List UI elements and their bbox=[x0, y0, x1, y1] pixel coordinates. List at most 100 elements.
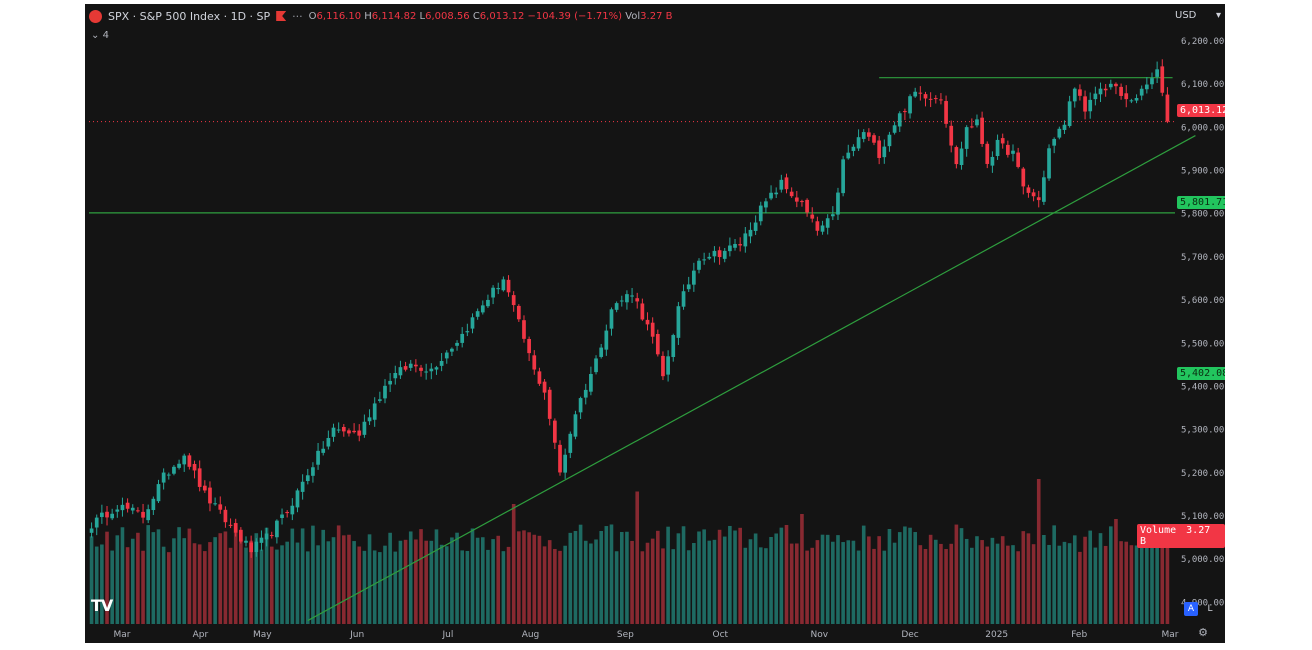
volume-bar bbox=[233, 532, 238, 624]
candle-body bbox=[1078, 89, 1082, 96]
volume-bar bbox=[923, 549, 928, 624]
tradingview-logo[interactable]: TV bbox=[91, 596, 113, 615]
candle-body bbox=[223, 509, 228, 523]
volume-bar bbox=[882, 550, 887, 624]
chart-canvas[interactable]: 6,200.00 6,100.00 6,000.00 5,900.00 5,800.00… bbox=[85, 4, 1225, 643]
volume-bar bbox=[352, 541, 356, 624]
volume-bar bbox=[208, 542, 212, 624]
candle-body bbox=[156, 484, 161, 502]
candle-body bbox=[419, 367, 423, 371]
volume-bar bbox=[1042, 534, 1046, 624]
candle-body bbox=[151, 498, 156, 511]
volume-bar bbox=[511, 504, 516, 624]
volume-bar bbox=[1047, 544, 1051, 624]
chevron-down-icon: ⌄ bbox=[91, 30, 100, 41]
candle-body bbox=[769, 192, 773, 199]
candle-body bbox=[300, 481, 305, 492]
volume-bar bbox=[872, 548, 876, 624]
candle-body bbox=[954, 147, 959, 165]
volume-bar bbox=[259, 549, 264, 624]
volume-bar bbox=[1129, 545, 1134, 624]
volume-bar bbox=[367, 534, 372, 624]
log-scale-button[interactable]: L bbox=[1207, 604, 1213, 614]
candle-body bbox=[316, 450, 320, 465]
currency-select[interactable]: USD ▾ bbox=[1175, 10, 1221, 21]
candle-body bbox=[882, 146, 887, 158]
candle-body bbox=[748, 229, 753, 237]
volume-bar bbox=[331, 537, 336, 624]
candle-body bbox=[975, 119, 979, 126]
chart-frame[interactable]: 6,200.00 6,100.00 6,000.00 5,900.00 5,800.00… bbox=[85, 4, 1225, 643]
volume-bar bbox=[403, 539, 408, 624]
volume-bar bbox=[743, 547, 748, 624]
volume-bar bbox=[748, 539, 753, 624]
candle-body bbox=[985, 143, 990, 164]
volume-bar bbox=[779, 527, 784, 624]
indicator-toggle[interactable]: ⌄ 4 bbox=[91, 30, 109, 41]
candle-body bbox=[403, 366, 408, 370]
candle-body bbox=[192, 463, 197, 471]
candle-body bbox=[872, 135, 876, 143]
candle-body bbox=[228, 524, 233, 526]
y-axis-tick-label: 5,000.00 bbox=[1181, 555, 1224, 565]
volume-bar bbox=[455, 532, 459, 624]
candle-body bbox=[625, 294, 629, 303]
auto-scale-button[interactable]: A bbox=[1184, 602, 1198, 616]
candle-body bbox=[1129, 100, 1134, 102]
candle-body bbox=[810, 214, 815, 219]
volume-bar bbox=[1134, 545, 1139, 624]
candle-body bbox=[594, 358, 598, 373]
x-axis-tick-label: May bbox=[253, 630, 272, 640]
y-axis-tick-label: 6,100.00 bbox=[1181, 80, 1224, 90]
candle-body bbox=[285, 512, 290, 514]
volume-bar bbox=[1062, 541, 1067, 624]
volume-bar bbox=[681, 526, 686, 624]
candle-body bbox=[733, 243, 737, 248]
y-axis-tick-label: 5,100.00 bbox=[1181, 512, 1224, 522]
volume-bar bbox=[506, 546, 511, 624]
volume-bar bbox=[100, 544, 104, 624]
candle-body bbox=[249, 542, 254, 553]
candle-body bbox=[1016, 152, 1020, 167]
candle-body bbox=[522, 320, 526, 339]
volume-bar bbox=[697, 531, 701, 624]
volume-bar bbox=[692, 542, 696, 624]
candle-body bbox=[1160, 66, 1165, 93]
volume-bar bbox=[161, 546, 166, 624]
candle-body bbox=[444, 352, 449, 359]
volume-bar bbox=[342, 535, 346, 624]
volume-bar bbox=[815, 540, 820, 624]
candle-body bbox=[815, 221, 820, 231]
candle-body bbox=[1165, 94, 1170, 122]
volume-bar bbox=[115, 535, 120, 624]
candle-body bbox=[661, 355, 665, 377]
candle-body bbox=[609, 309, 614, 329]
settings-gear-icon[interactable]: ⚙ bbox=[1198, 626, 1208, 639]
volume-bar bbox=[542, 546, 547, 624]
more-options-icon[interactable]: ··· bbox=[292, 9, 303, 23]
candle-body bbox=[239, 529, 243, 542]
candle-body bbox=[187, 455, 192, 467]
volume-bar bbox=[964, 538, 969, 624]
x-axis-tick-label: Jun bbox=[349, 630, 364, 640]
volume-bar bbox=[666, 526, 670, 624]
volume-bar bbox=[414, 539, 418, 624]
candle-body bbox=[918, 92, 923, 94]
ohlc-values: O6,116.10 H6,114.82 L6,008.56 C6,013.12 … bbox=[308, 10, 673, 22]
candle-body bbox=[779, 179, 784, 190]
volume-bar bbox=[851, 540, 856, 624]
symbol-title[interactable]: SPX · S&P 500 Index · 1D · SP bbox=[108, 9, 271, 23]
candle-body bbox=[146, 509, 151, 521]
volume-bar bbox=[933, 539, 938, 624]
volume-bar bbox=[305, 551, 310, 624]
volume-bar bbox=[1165, 531, 1170, 624]
volume-bar bbox=[805, 550, 809, 624]
volume-bar bbox=[794, 543, 799, 624]
volume-bar bbox=[177, 527, 181, 624]
candle-body bbox=[1005, 144, 1010, 155]
volume-bar bbox=[475, 537, 480, 624]
candle-body bbox=[995, 139, 1000, 157]
candle-body bbox=[861, 132, 866, 139]
volume-bar bbox=[1036, 479, 1041, 624]
flag-icon[interactable] bbox=[276, 11, 287, 21]
